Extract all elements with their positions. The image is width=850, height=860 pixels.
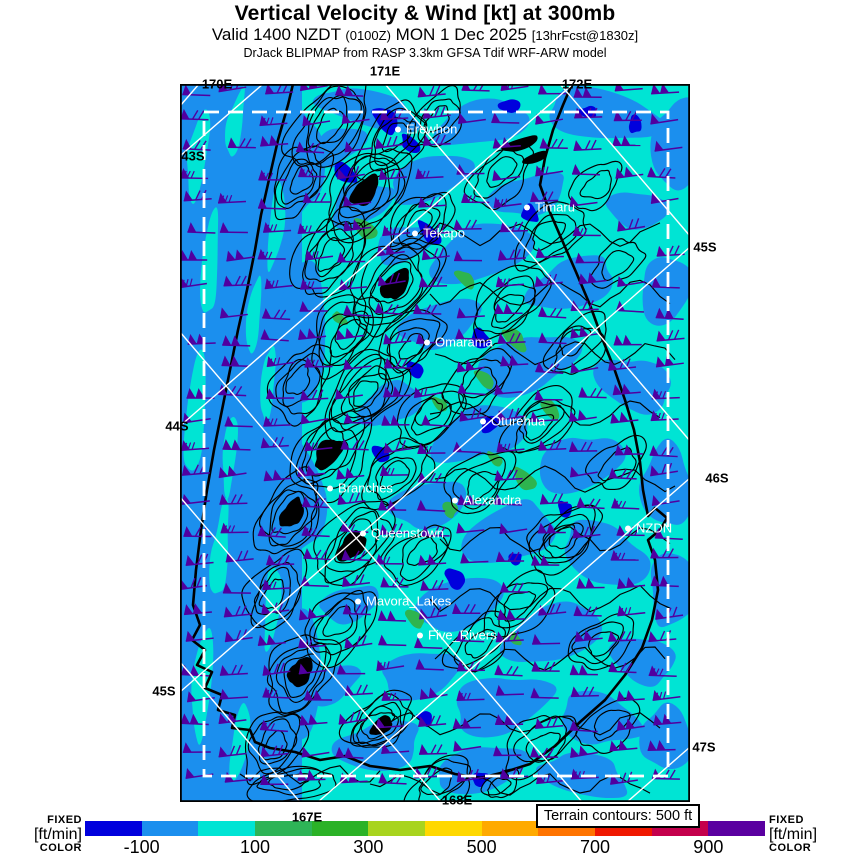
valid-date: MON 1 Dec 2025 [395, 25, 527, 44]
wind-barbs-layer [180, 84, 685, 785]
place-dot [395, 126, 401, 132]
lakes-layer [501, 135, 547, 164]
colorbar-color-label: COLOR [769, 842, 812, 855]
colorbar-units: [ft/min] [769, 825, 818, 843]
place-marker-timaru: Timaru [524, 201, 575, 214]
place-marker-erewhon: Erewhon [395, 123, 457, 136]
place-dot [327, 485, 333, 491]
grid-label-44s: 44S [165, 418, 189, 434]
forecast-info: [13hrFcst@1830z] [531, 28, 639, 43]
grid-label-172e: 172E [561, 76, 593, 92]
place-label: Erewhon [406, 121, 458, 137]
place-dot [625, 525, 631, 531]
map-border [180, 84, 690, 802]
colorbar-tick: 500 [466, 837, 497, 857]
place-marker-tekapo: Tekapo [412, 227, 465, 240]
colorbar-segment [141, 821, 199, 836]
place-label: Oturehua [491, 413, 546, 429]
grid-label-47s: 47S [692, 739, 716, 755]
colorbar-segment [198, 821, 256, 836]
colorbar-fixed-label: FIXED [47, 814, 82, 826]
colorbar-tick: -100 [123, 837, 160, 857]
place-dot [524, 204, 530, 210]
valid-utc: (0100Z) [345, 28, 391, 43]
place-label: Omarama [435, 334, 493, 350]
grid-label-171e: 171E [369, 63, 401, 79]
place-marker-omarama: Omarama [424, 336, 493, 349]
colorbar-tick: 900 [693, 837, 724, 857]
colorbar-segment [85, 821, 142, 836]
colorbar-unit-label-left: FIXED [ft/min] COLOR [4, 814, 82, 855]
colorbar-segment [255, 821, 312, 836]
colorbar-fixed-label: FIXED [769, 814, 804, 826]
place-marker-nzdn: NZDN [625, 522, 672, 535]
grid-label-168e: 168E [441, 792, 473, 808]
colorbar-segment [708, 821, 766, 836]
terrain-contours-note: Terrain contours: 500 ft [536, 804, 700, 828]
place-marker-mavora_lakes: Mavora_Lakes [355, 595, 451, 608]
place-marker-branches: Branches [327, 482, 393, 495]
grid-label-170e: 170E [201, 76, 233, 92]
model-domain-boundary [202, 110, 670, 778]
valid-time: Valid 1400 NZDT [211, 25, 341, 44]
grid-label-45s: 45S [152, 683, 176, 699]
colorbar-segment [368, 821, 426, 836]
colorbar-segment [311, 821, 369, 836]
place-label: Branches [338, 480, 393, 496]
place-label: Five_Rivers [428, 627, 497, 643]
place-dot [417, 632, 423, 638]
place-label: Tekapo [423, 225, 465, 241]
place-label: Mavora_Lakes [366, 593, 452, 609]
grid-label-43s: 43S [181, 148, 205, 164]
colorbar-segment [425, 821, 482, 836]
coastline [190, 84, 669, 780]
grid-label-46s: 46S [705, 470, 729, 486]
colorbar-tick: 700 [579, 837, 611, 857]
place-label: Queenstown [371, 525, 444, 541]
model-info: DrJack BLIPMAP from RASP 3.3km GFSA Tdif… [243, 46, 607, 60]
colorbar-units: [ft/min] [33, 825, 82, 843]
place-label: Alexandra [463, 492, 522, 508]
place-label: Timaru [535, 199, 575, 215]
place-dot [355, 598, 361, 604]
map-canvas [180, 84, 690, 802]
place-marker-five_rivers: Five_Rivers [417, 629, 497, 642]
place-dot [452, 497, 458, 503]
page-title: Vertical Velocity & Wind [kt] at 300mb [234, 2, 616, 25]
colorbar-tick: 300 [353, 837, 384, 857]
colorbar-segment [481, 821, 539, 836]
place-marker-queenstown: Queenstown [360, 527, 444, 540]
place-label: NZDN [636, 520, 673, 536]
valid-time-line: Valid 1400 NZDT (0100Z) MON 1 Dec 2025 [… [0, 25, 850, 45]
grid-label-45s: 45S [693, 239, 717, 255]
place-dot [412, 230, 418, 236]
colorbar-tick: 100 [239, 837, 271, 857]
colorbar-unit-label-right: FIXED [ft/min] COLOR [769, 814, 849, 855]
place-dot [360, 530, 366, 536]
place-marker-alexandra: Alexandra [452, 494, 522, 507]
grid-label-167e: 167E [291, 809, 323, 825]
place-dot [480, 418, 486, 424]
place-dot [424, 339, 430, 345]
place-marker-oturehua: Oturehua [480, 415, 545, 428]
terrain-contours-layer [239, 84, 676, 802]
colorbar-color-label: COLOR [39, 842, 82, 855]
